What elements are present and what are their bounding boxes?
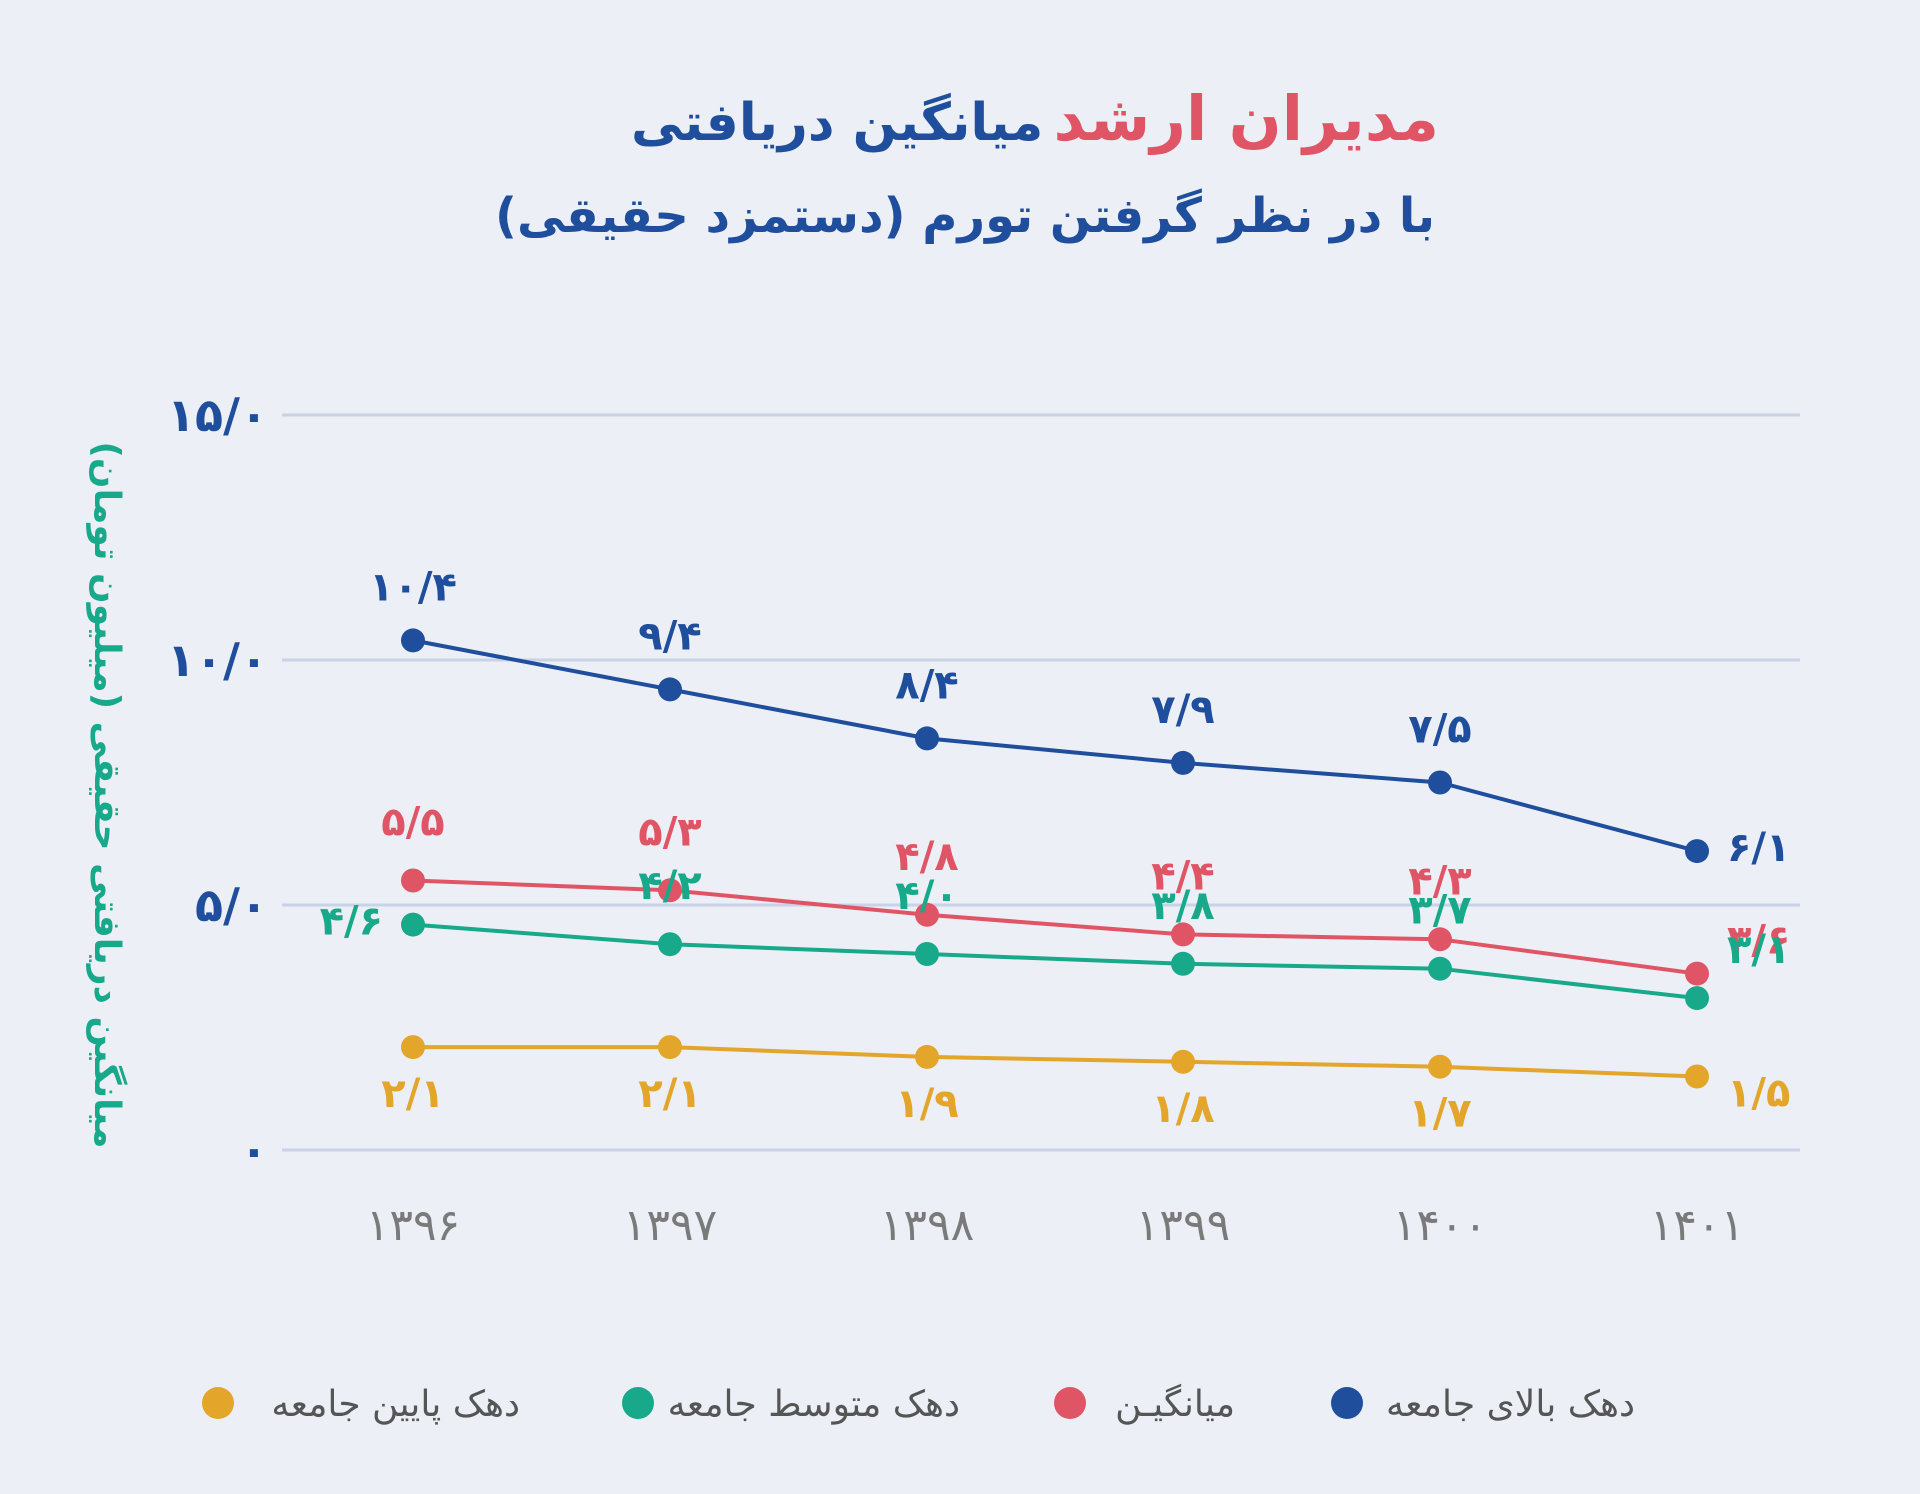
data-point <box>401 868 425 893</box>
legend-marker <box>1331 1387 1363 1419</box>
data-label: ۱/۵ <box>1727 1071 1790 1117</box>
data-point <box>401 1035 425 1060</box>
data-label: ۱/۹ <box>895 1081 958 1127</box>
data-label: ۴/۰ <box>895 873 958 919</box>
grid-lines <box>282 413 1800 1152</box>
series-2: ۴/۶ ۴/۲ ۴/۰ ۳/۸ ۳/۷ ۳/۱ <box>320 863 1790 1011</box>
chart-title-main: میانگین دریافتی <box>631 92 1043 153</box>
legend-label: دهک متوسط جامعه <box>668 1384 960 1425</box>
data-label: ۶/۱ <box>1727 825 1790 871</box>
y-tick-label: ۱۵/۰ <box>167 388 268 442</box>
data-point <box>1428 770 1452 795</box>
data-label: ۳/۱ <box>1727 927 1790 973</box>
data-label: ۹/۴ <box>638 613 701 659</box>
legend-item: میانگیـن <box>1054 1383 1235 1425</box>
data-point <box>915 942 939 966</box>
series-line <box>412 922 1698 1001</box>
series-1: ۵/۵ ۵/۳ ۴/۸ ۴/۴ ۴/۳ ۳/۶ <box>381 800 1790 986</box>
data-label: ۵/۵ <box>381 800 444 846</box>
legend-marker <box>202 1387 234 1419</box>
series-0: ۱۰/۴ ۹/۴ ۸/۴ ۷/۹ ۷/۵ ۶/۱ <box>369 564 1790 871</box>
data-point <box>1171 750 1195 775</box>
data-point <box>658 932 682 957</box>
y-tick-label: ۵/۰ <box>195 878 268 932</box>
legend: دهک بالای جامعه میانگیـن دهک متوسط جامعه ده… <box>202 1383 1635 1425</box>
legend-item: دهک پایین جامعه <box>202 1384 520 1425</box>
series-lines: ۱۰/۴۹/۴۸/۴۷/۹ ۷/۵۶/۱۵/۵ ۵/۳۴/۸ ۴/۴ ۴/۳۳/۶۴/۶… <box>320 564 1791 1136</box>
data-label: ۱/۷ <box>1408 1091 1471 1137</box>
legend-item: دهک متوسط جامعه <box>622 1384 960 1425</box>
legend-marker <box>1054 1387 1086 1419</box>
x-tick-label: ۱۴۰۰ <box>1393 1200 1488 1251</box>
series-line <box>413 1045 1698 1079</box>
data-label: ۴/۸ <box>895 834 958 880</box>
data-point <box>1685 961 1709 986</box>
data-point <box>1428 1054 1452 1079</box>
data-label: ۳/۶ <box>1727 918 1790 964</box>
chart-title: مدیران ارشد میانگین دریافتی <box>631 82 1439 155</box>
data-point <box>401 628 425 653</box>
data-point <box>1685 839 1709 864</box>
chart-title-highlight: مدیران ارشد <box>1053 82 1439 155</box>
data-point <box>915 1044 939 1069</box>
data-point <box>658 878 682 903</box>
data-point <box>658 1035 682 1060</box>
data-label: ۸/۴ <box>895 662 958 708</box>
data-point <box>915 726 939 751</box>
data-label: ۴/۴ <box>1151 853 1214 899</box>
data-label: ۱/۸ <box>1151 1086 1214 1132</box>
x-tick-label: ۱۳۹۶ <box>366 1200 461 1251</box>
data-label: ۲/۱ <box>381 1071 444 1117</box>
legend-label: میانگیـن <box>1115 1383 1235 1425</box>
series-line <box>412 638 1698 854</box>
data-label: ۴/۶ <box>320 899 383 945</box>
data-point <box>915 902 939 927</box>
data-label: ۳/۷ <box>1408 888 1471 934</box>
data-point <box>658 677 682 702</box>
x-axis-ticks: ۱۳۹۶ ۱۳۹۷ ۱۳۹۸ ۱۳۹۹ ۱۴۰۰ ۱۴۰۱ <box>366 1200 1745 1251</box>
data-point <box>1171 951 1195 976</box>
data-label: ۴/۲ <box>638 863 701 909</box>
data-point <box>401 912 425 937</box>
legend-label: دهک بالای جامعه <box>1386 1384 1635 1425</box>
data-label: ۵/۳ <box>638 809 701 855</box>
data-label: ۴/۳ <box>1408 858 1471 904</box>
data-point <box>1428 956 1452 981</box>
data-label: ۷/۹ <box>1151 687 1214 733</box>
data-label: ۲/۱ <box>638 1071 701 1117</box>
data-point <box>1685 1064 1709 1089</box>
series-line <box>412 878 1698 976</box>
data-point <box>1685 986 1709 1011</box>
x-tick-label: ۱۴۰۱ <box>1650 1200 1745 1251</box>
x-tick-label: ۱۳۹۹ <box>1136 1200 1231 1251</box>
data-label: ۷/۵ <box>1408 707 1471 753</box>
chart-subtitle: با در نظر گرفتن تورم (دستمزد حقیقی) <box>495 188 1435 244</box>
data-label: ۳/۸ <box>1151 883 1214 929</box>
y-tick-label: ۰ <box>240 1123 268 1177</box>
legend-item: دهک بالای جامعه <box>1331 1384 1635 1425</box>
data-point <box>1428 927 1452 952</box>
x-tick-label: ۱۳۹۷ <box>623 1200 718 1251</box>
data-point <box>1171 922 1195 947</box>
y-tick-label: ۱۰/۰ <box>167 633 268 687</box>
data-point <box>1171 1049 1195 1074</box>
series-3: ۲/۱ ۲/۱ ۱/۹ ۱/۸ ۱/۷ ۱/۵ <box>381 1035 1790 1137</box>
y-axis-ticks: ۰ ۵/۰ ۱۰/۰ ۱۵/۰ <box>167 388 268 1177</box>
x-tick-label: ۱۳۹۸ <box>880 1200 975 1251</box>
data-label: ۱۰/۴ <box>369 564 457 610</box>
legend-label: دهک پایین جامعه <box>271 1384 520 1425</box>
legend-marker <box>622 1387 654 1419</box>
y-axis-label: میانگین دریافتی حقیقی (میلیون تومان) <box>86 441 128 1148</box>
